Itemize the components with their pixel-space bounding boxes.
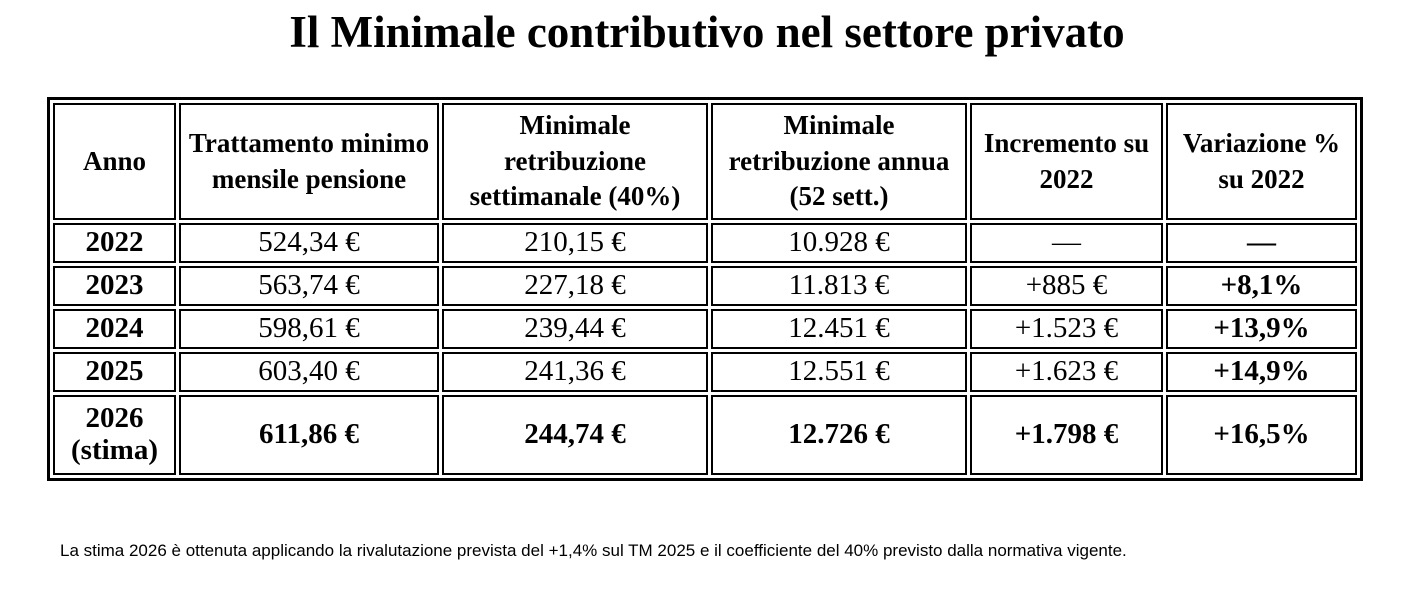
incremento-cell: +1.623 € bbox=[970, 352, 1163, 392]
annua-cell: 11.813 € bbox=[711, 266, 967, 306]
variazione-cell: — bbox=[1166, 223, 1357, 263]
trattamento-cell: 611,86 € bbox=[179, 395, 439, 475]
footnote-text: La stima 2026 è ottenuta applicando la r… bbox=[60, 541, 1127, 560]
settimanale-cell: 239,44 € bbox=[442, 309, 708, 349]
year-estimate-note: (stima) bbox=[71, 434, 158, 466]
year-cell: 2026 (stima) bbox=[53, 395, 176, 475]
annua-cell: 12.551 € bbox=[711, 352, 967, 392]
trattamento-cell: 598,61 € bbox=[179, 309, 439, 349]
variazione-cell: +14,9% bbox=[1166, 352, 1357, 392]
settimanale-cell: 227,18 € bbox=[442, 266, 708, 306]
incremento-cell: +885 € bbox=[970, 266, 1163, 306]
col-header-incremento: Incremento su 2022 bbox=[970, 103, 1163, 220]
variazione-cell: +13,9% bbox=[1166, 309, 1357, 349]
year-value: 2026 bbox=[85, 402, 144, 435]
contribution-minimum-table: Anno Trattamento minimo mensile pensione… bbox=[47, 97, 1363, 481]
variazione-cell: +16,5% bbox=[1166, 395, 1357, 475]
page-title: Il Minimale contributivo nel settore pri… bbox=[289, 7, 1125, 57]
col-header-trattamento-minimo: Trattamento minimo mensile pensione bbox=[179, 103, 439, 220]
table-row-2024: 2024 598,61 € 239,44 € 12.451 € +1.523 €… bbox=[53, 309, 1357, 349]
col-header-minimale-annua: Minimale retribuzione annua (52 sett.) bbox=[711, 103, 967, 220]
annua-cell: 12.726 € bbox=[711, 395, 967, 475]
incremento-cell: +1.523 € bbox=[970, 309, 1163, 349]
incremento-cell: +1.798 € bbox=[970, 395, 1163, 475]
table-header: Anno Trattamento minimo mensile pensione… bbox=[53, 103, 1357, 220]
year-cell: 2023 bbox=[53, 266, 176, 306]
year-cell: 2024 bbox=[53, 309, 176, 349]
incremento-cell: — bbox=[970, 223, 1163, 263]
annua-cell: 12.451 € bbox=[711, 309, 967, 349]
year-cell: 2022 bbox=[53, 223, 176, 263]
settimanale-cell: 210,15 € bbox=[442, 223, 708, 263]
table-body: 2022 524,34 € 210,15 € 10.928 € — — 2023… bbox=[53, 223, 1357, 475]
col-header-minimale-settimanale: Minimale retribuzione settimanale (40%) bbox=[442, 103, 708, 220]
col-header-variazione: Variazione % su 2022 bbox=[1166, 103, 1357, 220]
header-row: Anno Trattamento minimo mensile pensione… bbox=[53, 103, 1357, 220]
variazione-cell: +8,1% bbox=[1166, 266, 1357, 306]
table-row-2022: 2022 524,34 € 210,15 € 10.928 € — — bbox=[53, 223, 1357, 263]
annua-cell: 10.928 € bbox=[711, 223, 967, 263]
table-row-2026-estimate: 2026 (stima) 611,86 € 244,74 € 12.726 € … bbox=[53, 395, 1357, 475]
col-header-anno: Anno bbox=[53, 103, 176, 220]
trattamento-cell: 563,74 € bbox=[179, 266, 439, 306]
settimanale-cell: 244,74 € bbox=[442, 395, 708, 475]
table-row-2025: 2025 603,40 € 241,36 € 12.551 € +1.623 €… bbox=[53, 352, 1357, 392]
trattamento-cell: 603,40 € bbox=[179, 352, 439, 392]
year-cell: 2025 bbox=[53, 352, 176, 392]
trattamento-cell: 524,34 € bbox=[179, 223, 439, 263]
settimanale-cell: 241,36 € bbox=[442, 352, 708, 392]
table-row-2023: 2023 563,74 € 227,18 € 11.813 € +885 € +… bbox=[53, 266, 1357, 306]
